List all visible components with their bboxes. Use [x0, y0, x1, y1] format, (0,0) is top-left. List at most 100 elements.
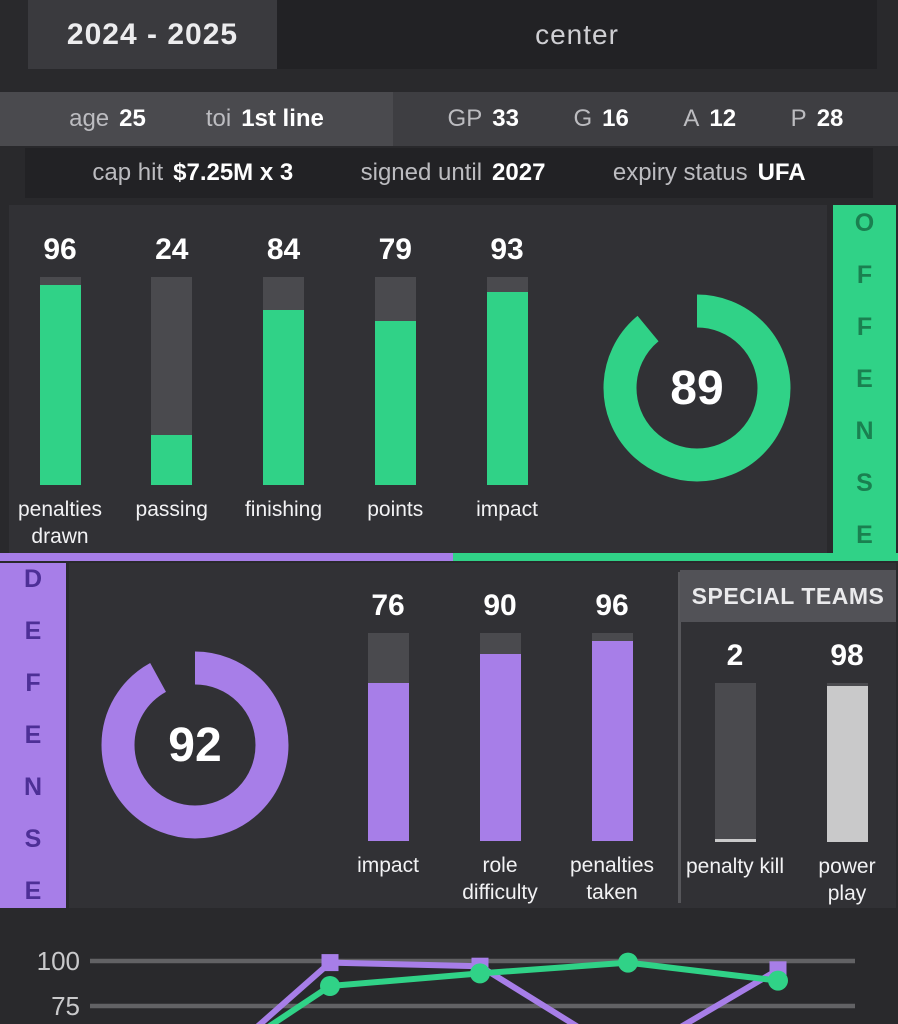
- contract-info-row: cap hit $7.25M x 3 signed until 2027 expiry …: [25, 148, 873, 198]
- season-stat-value: 28: [816, 105, 844, 132]
- stat-bar-value: 2: [726, 639, 744, 672]
- stat-bar-track: [374, 277, 416, 485]
- stat-bar-track: [151, 277, 193, 485]
- stat-bar-track: [367, 633, 409, 841]
- season-stat-label: P: [790, 105, 807, 132]
- offense-accent-strip: [453, 553, 898, 561]
- season-stat-value: 16: [602, 105, 629, 132]
- stat-bar-value: 98: [830, 639, 864, 672]
- stat-bar-group: 93 impact: [457, 230, 557, 550]
- y-tick-label-100: 100: [37, 946, 80, 976]
- stat-bar-label: finishing: [244, 498, 323, 521]
- position-label: center: [277, 0, 877, 69]
- stat-bar-fill: [479, 653, 521, 841]
- offense-rating-donut: 89: [603, 294, 791, 482]
- bio-stat-label: toi: [205, 105, 232, 132]
- stat-bar-fill: [151, 435, 193, 485]
- season-stat-value: 12: [709, 105, 737, 132]
- stat-bar-value: 79: [378, 233, 412, 266]
- series-purple-marker: [321, 954, 339, 972]
- stat-bar-group: 2 penalty kill: [685, 636, 785, 907]
- stat-bar-label: impact: [357, 854, 419, 877]
- series-green-marker: [320, 976, 340, 996]
- season-stat-label: G: [573, 105, 593, 132]
- stat-bar-label: impact: [476, 498, 538, 521]
- offense-title-letter: S: [856, 468, 873, 497]
- stat-bar-group: 24 passing: [122, 230, 222, 550]
- stat-bar-track: [486, 277, 528, 485]
- stat-bar-group: 96 penalties taken: [562, 586, 662, 906]
- contract-stat-item: signed until 2027: [361, 159, 546, 187]
- season-stat-label: GP: [447, 105, 483, 132]
- stat-bar-track: [714, 683, 756, 842]
- defense-title-letter: N: [23, 773, 43, 801]
- contract-stat-value: 2027: [492, 159, 546, 186]
- defense-rating-value: 92: [168, 718, 222, 772]
- stat-bar-label: penalties taken: [569, 854, 655, 904]
- defense-title-letter: F: [25, 669, 41, 697]
- contract-stat-item: cap hit $7.25M x 3: [92, 159, 293, 187]
- bio-stat-value: 1st line: [241, 105, 324, 132]
- stat-bar-value: 93: [490, 233, 524, 266]
- stat-bar-group: 76 impact: [338, 586, 438, 906]
- bio-stat-label: age: [69, 105, 110, 132]
- stat-bar-group: 96 penalties drawn: [10, 230, 110, 550]
- season-stat-item: G 16: [573, 105, 628, 133]
- bio-stat-item: toi 1st line: [206, 105, 324, 133]
- season-label: 2024 - 2025: [28, 0, 277, 69]
- stat-bar-track: [479, 633, 521, 841]
- defense-bar-chart: 76 impact 90 role difficulty 96 penalties tak…: [338, 586, 662, 906]
- contract-stat-label: signed until: [360, 159, 483, 186]
- defense-rating-donut: 92: [101, 651, 289, 839]
- defense-title-letter: D: [23, 565, 43, 593]
- stat-bar-fill: [714, 838, 756, 842]
- defense-title-letter: E: [24, 721, 42, 749]
- season-stat-item: P 28: [791, 105, 844, 133]
- offense-donut-ring: [603, 294, 791, 482]
- stat-bar-fill: [486, 291, 528, 485]
- special-teams-divider: [678, 572, 681, 903]
- season-trend-chart: 100 75: [37, 946, 855, 1024]
- stat-bar-track: [39, 277, 81, 485]
- contract-stat-label: cap hit: [92, 159, 164, 186]
- stat-bar-label: penalties drawn: [17, 498, 103, 548]
- offense-rating-value: 89: [670, 361, 724, 415]
- stat-bar-group: 98 power play: [797, 636, 897, 907]
- bio-stat-item: age 25: [69, 105, 146, 133]
- stat-bar-value: 90: [483, 589, 517, 622]
- stat-bar-label: power play: [818, 855, 876, 905]
- season-stat-label: A: [683, 105, 700, 132]
- defense-title-letter: E: [24, 877, 42, 905]
- stat-bar-fill: [367, 682, 409, 841]
- stat-bar-fill: [263, 310, 304, 485]
- offense-bar-chart: 96 penalties drawn 24 passing 84 finishing 79 p…: [10, 230, 557, 550]
- stat-bar-group: 90 role difficulty: [450, 586, 550, 906]
- stat-bar-track: [826, 683, 868, 842]
- stat-bar-track: [591, 633, 633, 841]
- special-teams-bar-chart: 2 penalty kill 98 power play: [685, 636, 897, 907]
- contract-stat-label: expiry status: [612, 159, 748, 186]
- series-green-marker: [618, 952, 638, 973]
- stat-bar-label: points: [367, 498, 424, 521]
- special-teams-header: SPECIAL TEAMS: [680, 570, 896, 622]
- offense-title-letter: E: [856, 364, 873, 393]
- season-stat-item: GP 33: [448, 105, 519, 133]
- defense-title-letter: S: [24, 825, 42, 853]
- offense-panel: [9, 205, 827, 553]
- bio-stat-value: 25: [119, 105, 146, 132]
- stat-bar-value: 24: [155, 233, 189, 266]
- offense-title-letter: N: [855, 416, 874, 445]
- offense-title-letter: F: [856, 260, 873, 289]
- y-tick-label-75: 75: [51, 991, 80, 1021]
- stat-bar-value: 84: [266, 233, 301, 266]
- stat-bar-track: [263, 277, 304, 485]
- contract-stat-value: UFA: [757, 159, 806, 186]
- bio-stats-band: age 25 toi 1st line: [0, 92, 393, 146]
- season-stat-item: A 12: [683, 105, 736, 133]
- stat-bar-fill: [591, 641, 633, 841]
- stat-bar-value: 96: [43, 233, 77, 266]
- stat-bar-group: 84 finishing: [234, 230, 334, 550]
- stat-bar-group: 79 points: [345, 230, 445, 550]
- stat-bar-value: 76: [371, 589, 405, 622]
